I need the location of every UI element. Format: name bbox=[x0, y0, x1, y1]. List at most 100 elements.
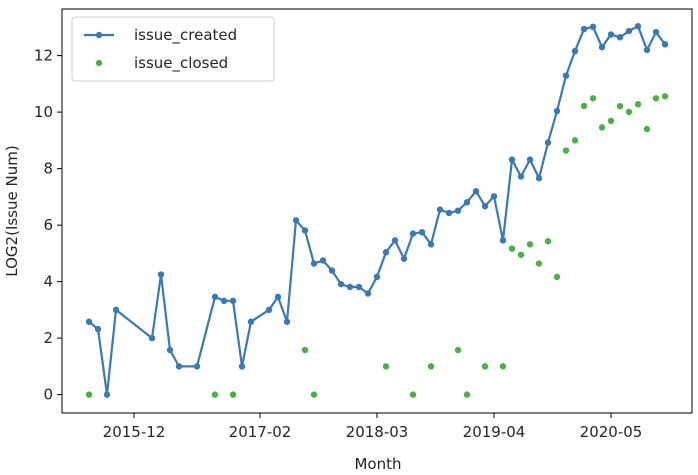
issue-closed-point bbox=[211, 391, 219, 398]
issue-created-point bbox=[382, 249, 390, 256]
issue-closed-point bbox=[634, 101, 642, 108]
issue-closed-point bbox=[310, 391, 318, 398]
issue-created-point bbox=[238, 363, 246, 370]
issue-created-point bbox=[481, 202, 489, 210]
y-tick-label: 0 bbox=[43, 386, 53, 404]
issue-created-point bbox=[220, 297, 228, 305]
issue-created-point bbox=[175, 363, 183, 370]
issue-created-point bbox=[517, 173, 525, 180]
legend-marker-issue-closed bbox=[95, 59, 103, 67]
y-tick-label: 4 bbox=[43, 273, 53, 291]
issue-created-point bbox=[436, 206, 444, 213]
issue-closed-point bbox=[535, 260, 543, 267]
issue-created-point bbox=[373, 273, 381, 281]
issue-created-point bbox=[499, 237, 507, 244]
issue-created-point bbox=[283, 318, 291, 325]
x-tick-label: 2020-05 bbox=[580, 423, 643, 441]
issue-closed-point bbox=[571, 137, 579, 144]
issue-created-point bbox=[472, 188, 480, 195]
issue-created-point bbox=[580, 25, 588, 33]
issue-created-point bbox=[607, 31, 615, 38]
issue-created-point bbox=[211, 293, 219, 301]
legend-marker-issue-created bbox=[95, 31, 103, 39]
issue-created-point bbox=[112, 306, 120, 314]
issue-created-point bbox=[391, 237, 399, 244]
y-tick-label: 12 bbox=[34, 47, 53, 65]
issue-created-point bbox=[355, 283, 363, 291]
issue-closed-point bbox=[625, 108, 633, 116]
issue-closed-point bbox=[616, 102, 624, 110]
issue-closed-point bbox=[580, 102, 588, 110]
issue-closed-point bbox=[481, 363, 489, 370]
issue-created-point bbox=[445, 209, 453, 217]
issue-created-point bbox=[301, 227, 309, 234]
issue-created-point bbox=[463, 199, 471, 206]
issue-created-point bbox=[193, 363, 201, 370]
issue-closed-point bbox=[598, 124, 606, 131]
issue-created-point bbox=[337, 280, 345, 288]
issue-created-point bbox=[508, 156, 516, 163]
issue-created-point bbox=[589, 23, 597, 30]
issue-closed-point bbox=[229, 391, 237, 398]
issue-created-point bbox=[643, 46, 651, 54]
issue-closed-point bbox=[301, 346, 309, 354]
issue-created-point bbox=[634, 23, 642, 30]
issue-created-point bbox=[157, 271, 165, 278]
y-tick-label: 2 bbox=[43, 329, 53, 347]
issue-created-point bbox=[229, 297, 237, 305]
issue-created-point bbox=[148, 334, 156, 342]
issue-created-point bbox=[265, 306, 273, 314]
issue-created-point bbox=[427, 241, 435, 248]
issue-created-point bbox=[598, 43, 606, 51]
x-axis: 2015-12 2017-02 2018-03 2019-04 2020-05 bbox=[103, 413, 643, 441]
x-tick-label: 2018-03 bbox=[346, 423, 409, 441]
issue-created-point bbox=[616, 34, 624, 41]
issue-created-point bbox=[409, 230, 417, 237]
y-axis-label: LOG2(Issue Num) bbox=[3, 145, 21, 276]
x-tick-label: 2019-04 bbox=[463, 423, 526, 441]
issue-closed-point bbox=[517, 251, 525, 258]
x-tick-label: 2017-02 bbox=[229, 423, 292, 441]
issue-created-point bbox=[553, 107, 561, 115]
issue-created-point bbox=[274, 293, 282, 301]
issue-created-point bbox=[544, 139, 552, 146]
issue-created-point bbox=[85, 318, 93, 325]
issue-created-point bbox=[526, 156, 534, 163]
issue-created-point bbox=[346, 283, 354, 291]
issue-closed-point bbox=[499, 363, 507, 370]
issue-closed-point bbox=[526, 241, 534, 248]
legend: issue_created issue_closed bbox=[71, 16, 275, 82]
issue-created-point bbox=[661, 41, 669, 48]
plot-marks bbox=[85, 23, 669, 398]
issue-closed-point bbox=[427, 363, 435, 370]
issue-created-point bbox=[319, 257, 327, 264]
legend-box bbox=[71, 16, 275, 82]
legend-label-issue-created: issue_created bbox=[134, 26, 237, 45]
issue-closed-point bbox=[382, 363, 390, 370]
y-axis: 0 2 4 6 8 10 12 bbox=[34, 47, 62, 404]
issue-created-point bbox=[247, 318, 255, 325]
issue-created-point bbox=[94, 325, 102, 333]
issue-created-point bbox=[535, 175, 543, 182]
issue-closed-point bbox=[661, 93, 669, 100]
y-tick-label: 6 bbox=[43, 216, 53, 234]
issue-created-point bbox=[652, 28, 660, 36]
issue-created-point bbox=[328, 267, 336, 274]
y-tick-label: 10 bbox=[34, 103, 53, 121]
issue-created-point bbox=[625, 27, 633, 35]
issue-created-point bbox=[310, 260, 318, 267]
x-axis-label: Month bbox=[354, 455, 401, 473]
legend-label-issue-closed: issue_closed bbox=[134, 54, 228, 73]
issue-closed-point bbox=[463, 391, 471, 398]
issue-created-point bbox=[490, 193, 498, 200]
issue-created-point bbox=[562, 72, 570, 79]
issue-created-point bbox=[292, 217, 300, 224]
issue-closed-point bbox=[553, 273, 561, 281]
issue-closed-point bbox=[454, 346, 462, 354]
issue-closed-point bbox=[85, 391, 93, 398]
issue-closed-point bbox=[607, 117, 615, 125]
issue-created-point bbox=[364, 290, 372, 297]
issue-created-point bbox=[571, 47, 579, 55]
issue-closed-point bbox=[589, 95, 597, 102]
